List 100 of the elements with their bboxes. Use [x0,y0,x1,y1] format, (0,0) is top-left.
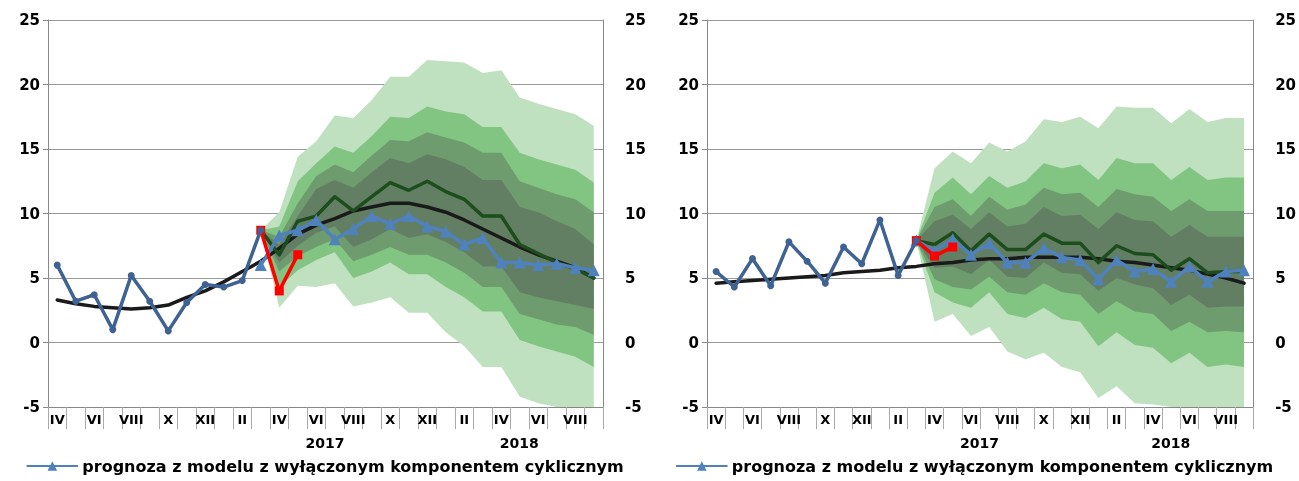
point [347,222,360,235]
point [384,217,397,230]
x-tick-label: VIII [995,412,1020,427]
point [201,280,209,288]
y-tick-label: -5 [23,398,40,416]
y2-tick-label: 20 [625,75,646,94]
point [821,279,829,287]
point [328,233,341,246]
text: 2018 [499,435,539,451]
y-tick-label: 20 [19,75,40,94]
point [1092,273,1105,286]
x-tick-label: VI [86,412,102,427]
point [749,255,757,263]
point [948,242,958,252]
y2-tick-label: 10 [1275,204,1296,223]
y-tick-label: 10 [678,204,699,223]
x-tick-label: XII [851,412,872,427]
x-tick-label: VI [530,412,546,427]
y-tick-label: 20 [678,75,699,94]
point [220,283,228,291]
point [291,224,304,237]
point [402,210,415,223]
x-tick-label: IV [493,412,509,427]
point [1219,265,1232,278]
x-tick-label: X [385,412,396,427]
x-tick-label: II [237,412,248,427]
x-tick-label: XII [417,412,438,427]
y2-tick-label: 0 [1275,333,1286,352]
y2-tick-label: -5 [1275,398,1292,416]
point [495,256,508,269]
y-tick-label: 5 [688,269,699,287]
x-tick-label: VIII [1213,412,1239,427]
x-tick-label: VI [308,412,324,427]
text: 2018 [1151,435,1191,451]
y-tick-label: 25 [19,11,40,29]
point [532,259,545,272]
point [587,264,600,277]
text: 2017 [305,435,345,451]
point [550,257,563,270]
point [458,238,471,251]
x-tick-label: VIII [340,412,366,427]
point [421,220,434,233]
point [1147,262,1159,275]
point [1165,275,1178,288]
legend-label: prognoza z modelu z wyłączonym komponentem cyklicznym [731,456,1274,476]
y2-tick-label: 20 [1275,75,1296,94]
x-tick-label: X [1038,412,1049,427]
y-tick-label: 10 [19,204,40,223]
x-tick-label: VIII [776,412,802,427]
legend-label: prognoza z modelu z wyłączonym komponentem cyklicznym [82,456,624,476]
y-tick-label: 5 [29,269,40,287]
point [858,260,866,268]
x-tick-label: IV [271,412,287,427]
y2-tick-label: 15 [1275,140,1296,158]
y-tick-label: 15 [19,140,40,158]
y2-tick-label: 10 [625,204,646,223]
point [730,283,738,291]
point [254,259,267,272]
point [1238,264,1251,277]
y2-tick-label: 15 [625,140,646,158]
text: 2017 [960,435,1000,451]
point [127,271,135,279]
x-tick-label: II [1111,412,1122,427]
point [785,238,793,246]
x-tick-label: II [893,412,903,427]
point [293,250,303,260]
x-tick-label: IV [708,412,724,427]
x-tick-label: IV [927,412,943,427]
y2-tick-label: 25 [1275,11,1296,29]
y-tick-label: 15 [678,140,699,158]
y2-tick-label: 5 [625,269,636,287]
x-tick-label: IV [49,412,65,427]
y2-tick-label: 5 [1275,269,1286,287]
point [930,251,940,261]
x-tick-label: XII [195,412,216,427]
x-tick-label: VI [1181,412,1197,427]
point [1183,260,1196,273]
point [1055,251,1068,264]
point [183,299,191,307]
point [476,232,489,245]
point [109,326,117,334]
x-tick-label: VI [745,412,760,427]
y-tick-label: 25 [678,11,699,29]
y-tick-label: -5 [682,398,699,416]
y2-tick-label: -5 [625,398,642,416]
point [1019,256,1032,269]
point [840,243,848,251]
point [365,210,378,223]
point [513,256,526,269]
point [1037,242,1050,255]
x-tick-label: X [820,412,831,427]
point [273,229,286,242]
point [1128,265,1141,278]
point [1201,275,1214,288]
point [803,257,811,265]
y2-tick-label: 0 [625,333,636,352]
y-tick-label: 0 [29,333,40,352]
x-tick-label: VIII [562,412,588,427]
point [238,277,246,285]
y-tick-label: 0 [688,333,699,352]
